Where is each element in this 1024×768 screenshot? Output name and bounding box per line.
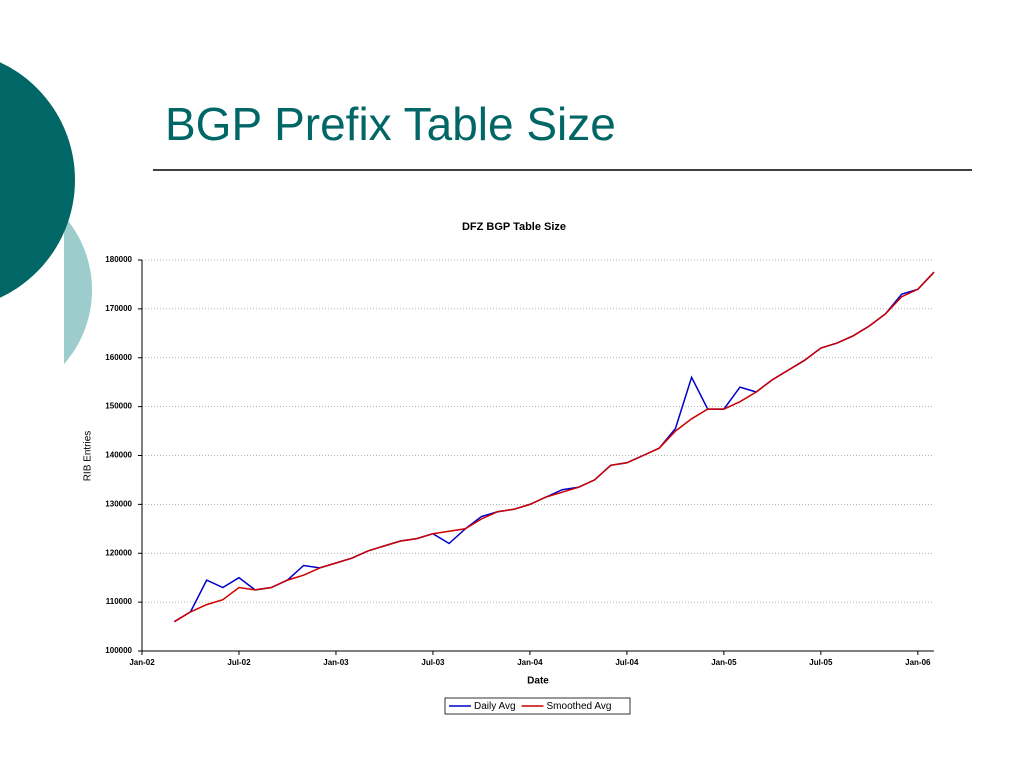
chart-title: DFZ BGP Table Size xyxy=(462,221,566,233)
legend-label: Smoothed Avg xyxy=(547,701,612,712)
y-tick-label: 170000 xyxy=(105,304,132,313)
y-tick-label: 130000 xyxy=(105,499,132,508)
x-tick-label: Jan-05 xyxy=(711,658,737,667)
decor-circle-dark xyxy=(0,62,75,298)
x-tick-label: Jul-02 xyxy=(227,658,251,667)
y-tick-label: 180000 xyxy=(105,255,132,264)
slide-title: BGP Prefix Table Size xyxy=(165,98,616,150)
y-tick-label: 160000 xyxy=(105,353,132,362)
x-tick-label: Jan-03 xyxy=(323,658,349,667)
x-tick-label: Jan-06 xyxy=(905,658,931,667)
y-tick-label: 110000 xyxy=(106,597,133,606)
y-tick-label: 100000 xyxy=(105,646,132,655)
x-tick-label: Jul-05 xyxy=(809,658,833,667)
x-axis-label: Date xyxy=(527,676,549,687)
y-tick-label: 150000 xyxy=(105,402,132,411)
legend-label: Daily Avg xyxy=(474,701,516,712)
x-tick-label: Jan-02 xyxy=(129,658,155,667)
y-tick-label: 140000 xyxy=(105,451,132,460)
series-line xyxy=(173,271,935,623)
y-tick-label: 120000 xyxy=(105,548,132,557)
x-tick-label: Jan-04 xyxy=(517,658,543,667)
series-line xyxy=(173,271,935,623)
x-tick-label: Jul-04 xyxy=(615,658,639,667)
y-axis-label: RIB Entries xyxy=(83,431,94,482)
x-tick-label: Jul-03 xyxy=(421,658,445,667)
